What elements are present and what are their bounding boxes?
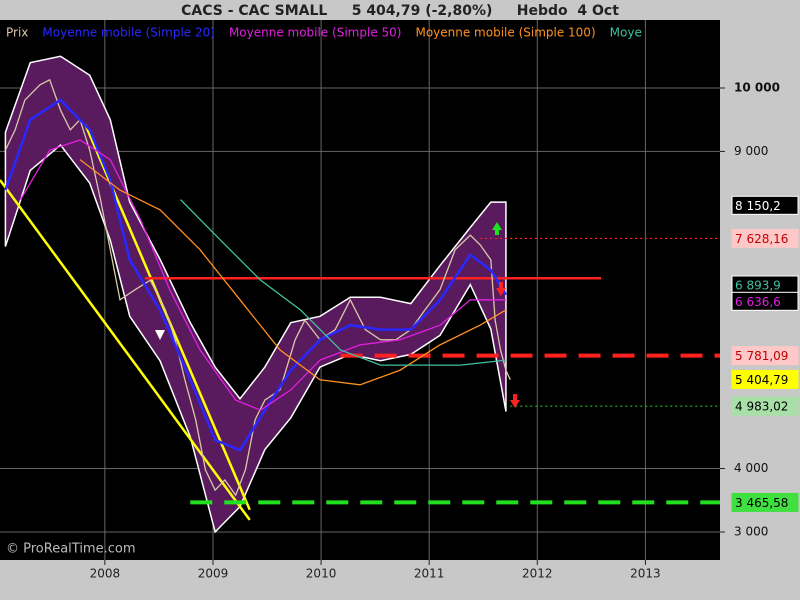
x-tick-label: 2010 [306,567,337,581]
x-tick-label: 2012 [522,567,553,581]
x-tick-label: 2008 [90,567,121,581]
grid [0,20,720,560]
x-tick-label: 2011 [414,567,445,581]
level-box [731,346,799,366]
level-label: 5 404,79 [735,373,788,387]
down-arrow [513,394,517,400]
down-arrow [499,282,503,288]
series-line [79,159,507,386]
down-arrow [510,400,520,408]
level-label: 8 150,2 [735,199,781,213]
level-box [731,396,799,416]
legend-entry: Moye [610,26,642,40]
chart-title: CACS - CAC SMALL 5 404,79 (-2,80%) Hebdo… [181,3,619,19]
series-line [4,78,511,497]
legend-entry: Moyenne mobile (Simple 100) [415,26,595,40]
axes: 3 000 4 000 9 000 10 000 2008 2009 2010 2011 201… [90,80,799,581]
y-tick-label: 9 000 [734,144,768,158]
level-label: 3 465,58 [735,496,788,510]
level-label: 4 983,02 [735,400,788,414]
annotation-line [0,179,251,521]
series-line [19,139,506,411]
up-arrow [492,222,502,230]
level-label: 6 636,6 [735,295,781,309]
y-tick-label: 3 000 [734,524,768,538]
level-box [731,369,799,389]
level-label: 5 781,09 [735,349,788,363]
level-box [731,492,799,512]
legend: Prix Moyenne mobile (Simple 20) Moyenne mo… [6,26,642,40]
y-tick-label: 4 000 [734,461,768,475]
series-line [180,199,507,366]
up-arrow [495,230,499,235]
watermark: © ProRealTime.com [6,542,136,557]
marker [155,330,165,340]
legend-entry: Moyenne mobile (Simple 50) [229,26,402,40]
legend-entry: Moyenne mobile (Simple 20) [42,26,215,40]
x-tick-label: 2013 [630,567,661,581]
level-box [731,291,799,311]
level-label: 6 893,9 [735,278,781,292]
plot [0,55,720,534]
legend-entry: Prix [6,26,28,40]
series-line [4,98,508,452]
level-box [731,228,799,248]
level-label: 7 628,16 [735,232,788,246]
y-tick-label: 10 000 [734,80,780,94]
level-box [731,195,799,215]
plot-area [0,20,720,560]
x-tick-label: 2009 [198,567,229,581]
down-arrow [496,288,506,296]
